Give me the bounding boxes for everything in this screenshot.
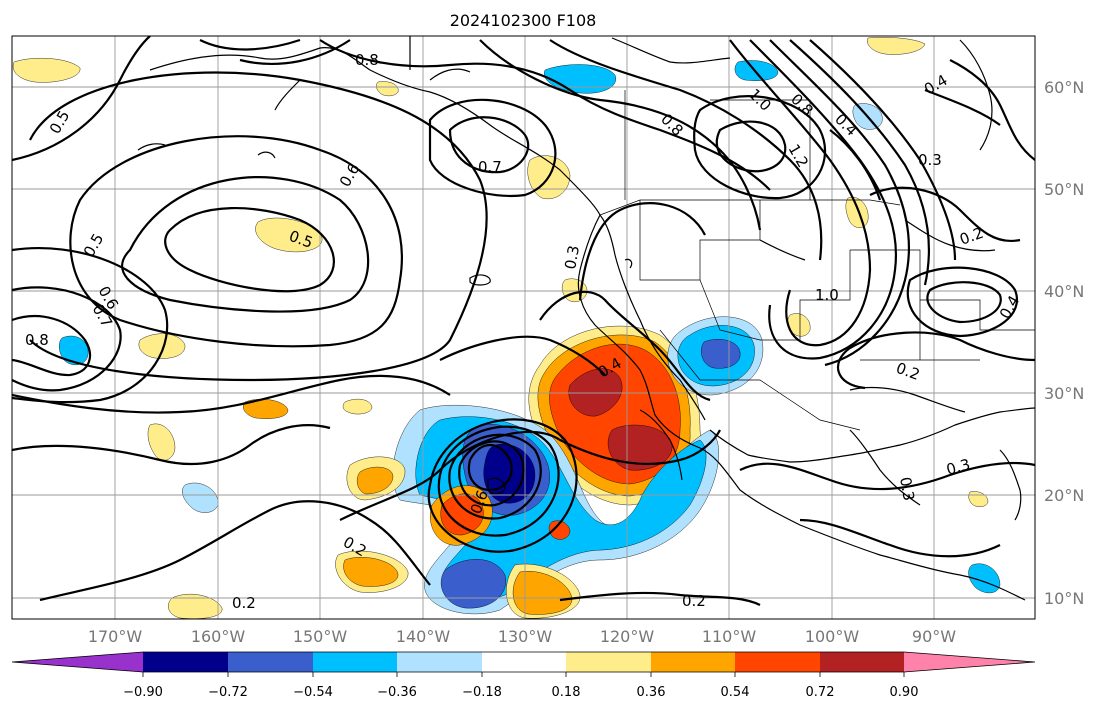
neg-field-pacific-west: [182, 482, 219, 513]
lon-label-120w: 120°W: [600, 627, 655, 646]
neg-field-canada: [734, 60, 779, 81]
lon-label-130w: 130°W: [498, 627, 553, 646]
neg-field-southwest-us-core: [701, 339, 741, 369]
contour-label-8: 0.3: [561, 244, 583, 271]
colorbar-bin-neg018: [397, 652, 482, 672]
contour-label-17: 1.0: [815, 286, 839, 304]
pos-field-north-pacific: [12, 58, 81, 83]
pos-field-south-west-core: [343, 557, 399, 587]
neg-field-central-america: [968, 563, 1001, 594]
pos-field-south-far-west: [168, 594, 223, 619]
graticule: [12, 36, 1035, 619]
contour-label-7: 0.8: [25, 331, 49, 349]
colorbar-bin-pos036: [651, 652, 735, 672]
colorbar-label-pos036: 0.36: [637, 685, 666, 700]
colorbar-bin-neg072: [143, 652, 228, 672]
colorbar-bin-neg036: [313, 652, 397, 672]
contour-label-24: 0.2: [682, 592, 706, 610]
colorbar-low-extend: [12, 652, 143, 672]
lat-label-40n: 40°N: [1044, 282, 1084, 301]
colorbar-label-neg054: −0.54: [293, 685, 333, 700]
contour-label-20: 0.3: [944, 455, 972, 479]
pos-field-south-center-core: [512, 571, 573, 615]
neg-field-hawaii-north: [59, 335, 89, 366]
map-area: 0.8 0.5 0.6 0.7 0.5 0.6 0.7 0.8 0.3 0.8 …: [12, 36, 1035, 619]
colorbar-bin-pos054: [735, 652, 820, 672]
colorbar-bin-pos072: [820, 652, 904, 672]
colorbar-bin-neg054: [228, 652, 313, 672]
pos-field-mid-pacific: [255, 217, 323, 253]
contour-label-21: 0.3: [896, 476, 918, 503]
colorbar-label-pos054: 0.54: [721, 685, 750, 700]
colorbar-label-neg072: −0.72: [208, 685, 248, 700]
lat-label-20n: 20°N: [1044, 486, 1084, 505]
pos-field-small-1: [548, 520, 571, 540]
lat-label-30n: 30°N: [1044, 384, 1084, 403]
lon-label-160w: 160°W: [191, 627, 246, 646]
contour-label-0: 0.8: [355, 51, 379, 69]
lon-label-110w: 110°W: [702, 627, 757, 646]
colorbar-label-neg090: −0.90: [123, 685, 163, 700]
contours: [12, 36, 1035, 606]
lon-labels: 170°W 160°W 150°W 140°W 130°W 120°W 110°…: [88, 627, 956, 646]
colorbar-label-pos072: 0.72: [806, 685, 835, 700]
map-frame: [11, 35, 1036, 620]
lon-label-170w: 170°W: [88, 627, 143, 646]
figure-title: 2024102300 F108: [450, 11, 597, 30]
pos-field-west-2: [147, 423, 176, 461]
pos-field-mid-2: [342, 398, 373, 415]
colorbar-bin-neutral: [482, 652, 566, 672]
lon-label-100w: 100°W: [805, 627, 860, 646]
lon-label-90w: 90°W: [912, 627, 956, 646]
lat-label-50n: 50°N: [1044, 180, 1084, 199]
lat-label-10n: 10°N: [1044, 589, 1084, 608]
colorbar-label-pos090: 0.90: [890, 685, 919, 700]
lon-label-150w: 150°W: [293, 627, 348, 646]
colorbar-label-neg018: −0.18: [462, 685, 502, 700]
pos-field-mid-1: [243, 399, 289, 419]
colorbar-ticks: [142, 672, 905, 677]
lat-label-60n: 60°N: [1044, 78, 1084, 97]
colorbar-label-neg036: −0.36: [377, 685, 417, 700]
colorbar-bin-pos018: [566, 652, 651, 672]
pos-field-west-central: [138, 333, 186, 359]
colorbar: −0.90 −0.72 −0.54 −0.36 −0.18 0.18 0.36 …: [11, 651, 1036, 700]
shaded-anomaly-fields: [12, 37, 1001, 619]
pos-field-mexico-core: [568, 368, 623, 417]
contour-label-23: 0.2: [232, 594, 256, 612]
pos-field-subtropical-core: [356, 466, 394, 495]
colorbar-label-pos018: 0.18: [552, 685, 581, 700]
lon-label-140w: 140°W: [396, 627, 451, 646]
pos-field-north-top: [867, 37, 926, 55]
colorbar-high-extend: [904, 652, 1035, 672]
lat-labels: 60°N 50°N 40°N 30°N 20°N 10°N: [1044, 78, 1084, 608]
contour-label-3: 0.7: [478, 158, 502, 176]
contour-label-15: 0.3: [918, 151, 942, 169]
